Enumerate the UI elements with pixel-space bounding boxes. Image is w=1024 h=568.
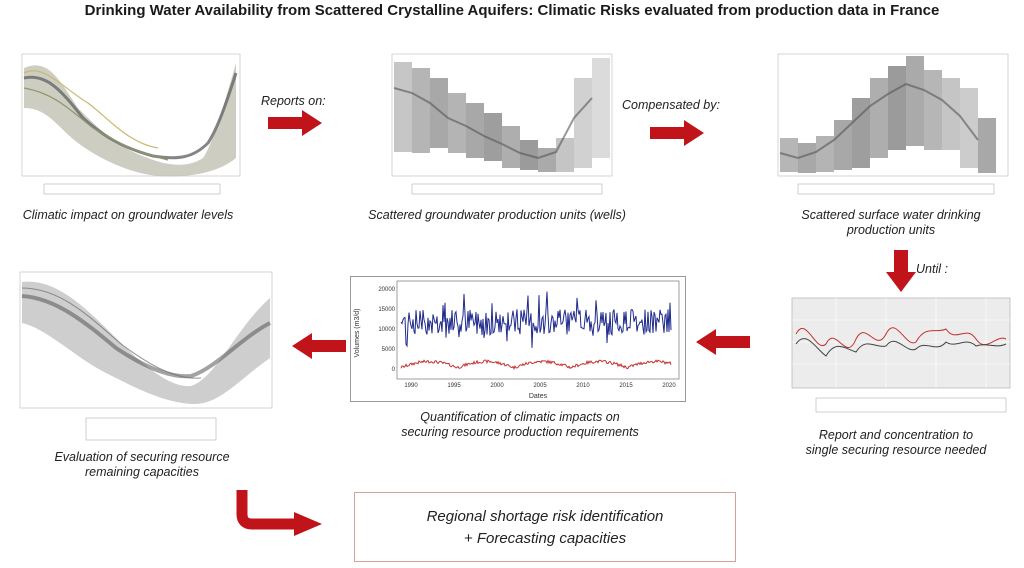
quant-ytick-label: 10000: [378, 327, 395, 333]
red-arrow-curved: [236, 490, 322, 536]
quant-ytick-label: 20000: [378, 287, 395, 293]
red-arrow-right-1: [268, 110, 322, 136]
caption-report-line1: Report and concentration to: [818, 428, 974, 442]
groundwater-levels-chart: [8, 48, 244, 200]
single-resource-chart: [776, 294, 1014, 420]
result-line1: Regional shortage risk identification: [426, 508, 664, 525]
remaining-capacity-chart: [6, 268, 276, 444]
quant-xtick-label: 2010: [576, 383, 590, 389]
red-arrow-down: [886, 250, 916, 292]
quant-ytick-label: 5000: [382, 347, 396, 353]
wells-production-chart: [372, 48, 616, 200]
caption-quantification: Quantification of climatic impacts on se…: [360, 410, 680, 440]
label-compensated-by: Compensated by:: [622, 98, 720, 112]
quant-xtick-label: 2015: [619, 383, 633, 389]
caption-quant-line2: securing resource production requirement…: [401, 425, 639, 439]
quantification-chart: 20000 15000 10000 5000 0 1990 1995 2000 2005 201…: [350, 276, 686, 402]
surface-water-chart: [758, 48, 1012, 200]
quant-xtick-label: 1990: [404, 383, 418, 389]
quant-xtick-label: 1995: [447, 383, 461, 389]
result-box: Regional shortage risk identification + …: [354, 492, 736, 562]
caption-eval-line1: Evaluation of securing resource: [54, 450, 230, 464]
caption-surface-line1: Scattered surface water drinking: [801, 208, 981, 222]
label-reports-on: Reports on:: [261, 94, 326, 108]
red-arrow-right-2: [650, 120, 704, 146]
quant-xtick-label: 2005: [533, 383, 547, 389]
caption-surface-water: Scattered surface water drinking product…: [764, 208, 1018, 238]
caption-wells: Scattered groundwater production units (…: [368, 208, 626, 222]
caption-groundwater-levels: Climatic impact on groundwater levels: [22, 208, 234, 222]
label-until: Until :: [916, 262, 948, 276]
page-title: Drinking Water Availability from Scatter…: [84, 2, 940, 19]
quant-ytick-label: 0: [392, 367, 396, 373]
quant-ylabel: Volumes (m3/d): [354, 308, 361, 357]
quant-ytick-label: 15000: [378, 307, 395, 313]
caption-report-line2: single securing resource needed: [805, 443, 987, 457]
caption-quant-line1: Quantification of climatic impacts on: [420, 410, 620, 424]
quant-xtick-label: 2020: [662, 383, 676, 389]
caption-report: Report and concentration to single secur…: [776, 428, 1016, 458]
red-arrow-left-1: [696, 329, 750, 355]
result-line2: + Forecasting capacities: [463, 530, 627, 547]
caption-evaluation: Evaluation of securing resource remainin…: [4, 450, 280, 480]
quant-xlabel: Dates: [529, 393, 548, 400]
quant-xtick-label: 2000: [490, 383, 504, 389]
caption-surface-line2: production units: [846, 223, 936, 237]
caption-eval-line2: remaining capacities: [85, 465, 199, 479]
red-arrow-left-2: [292, 333, 346, 359]
